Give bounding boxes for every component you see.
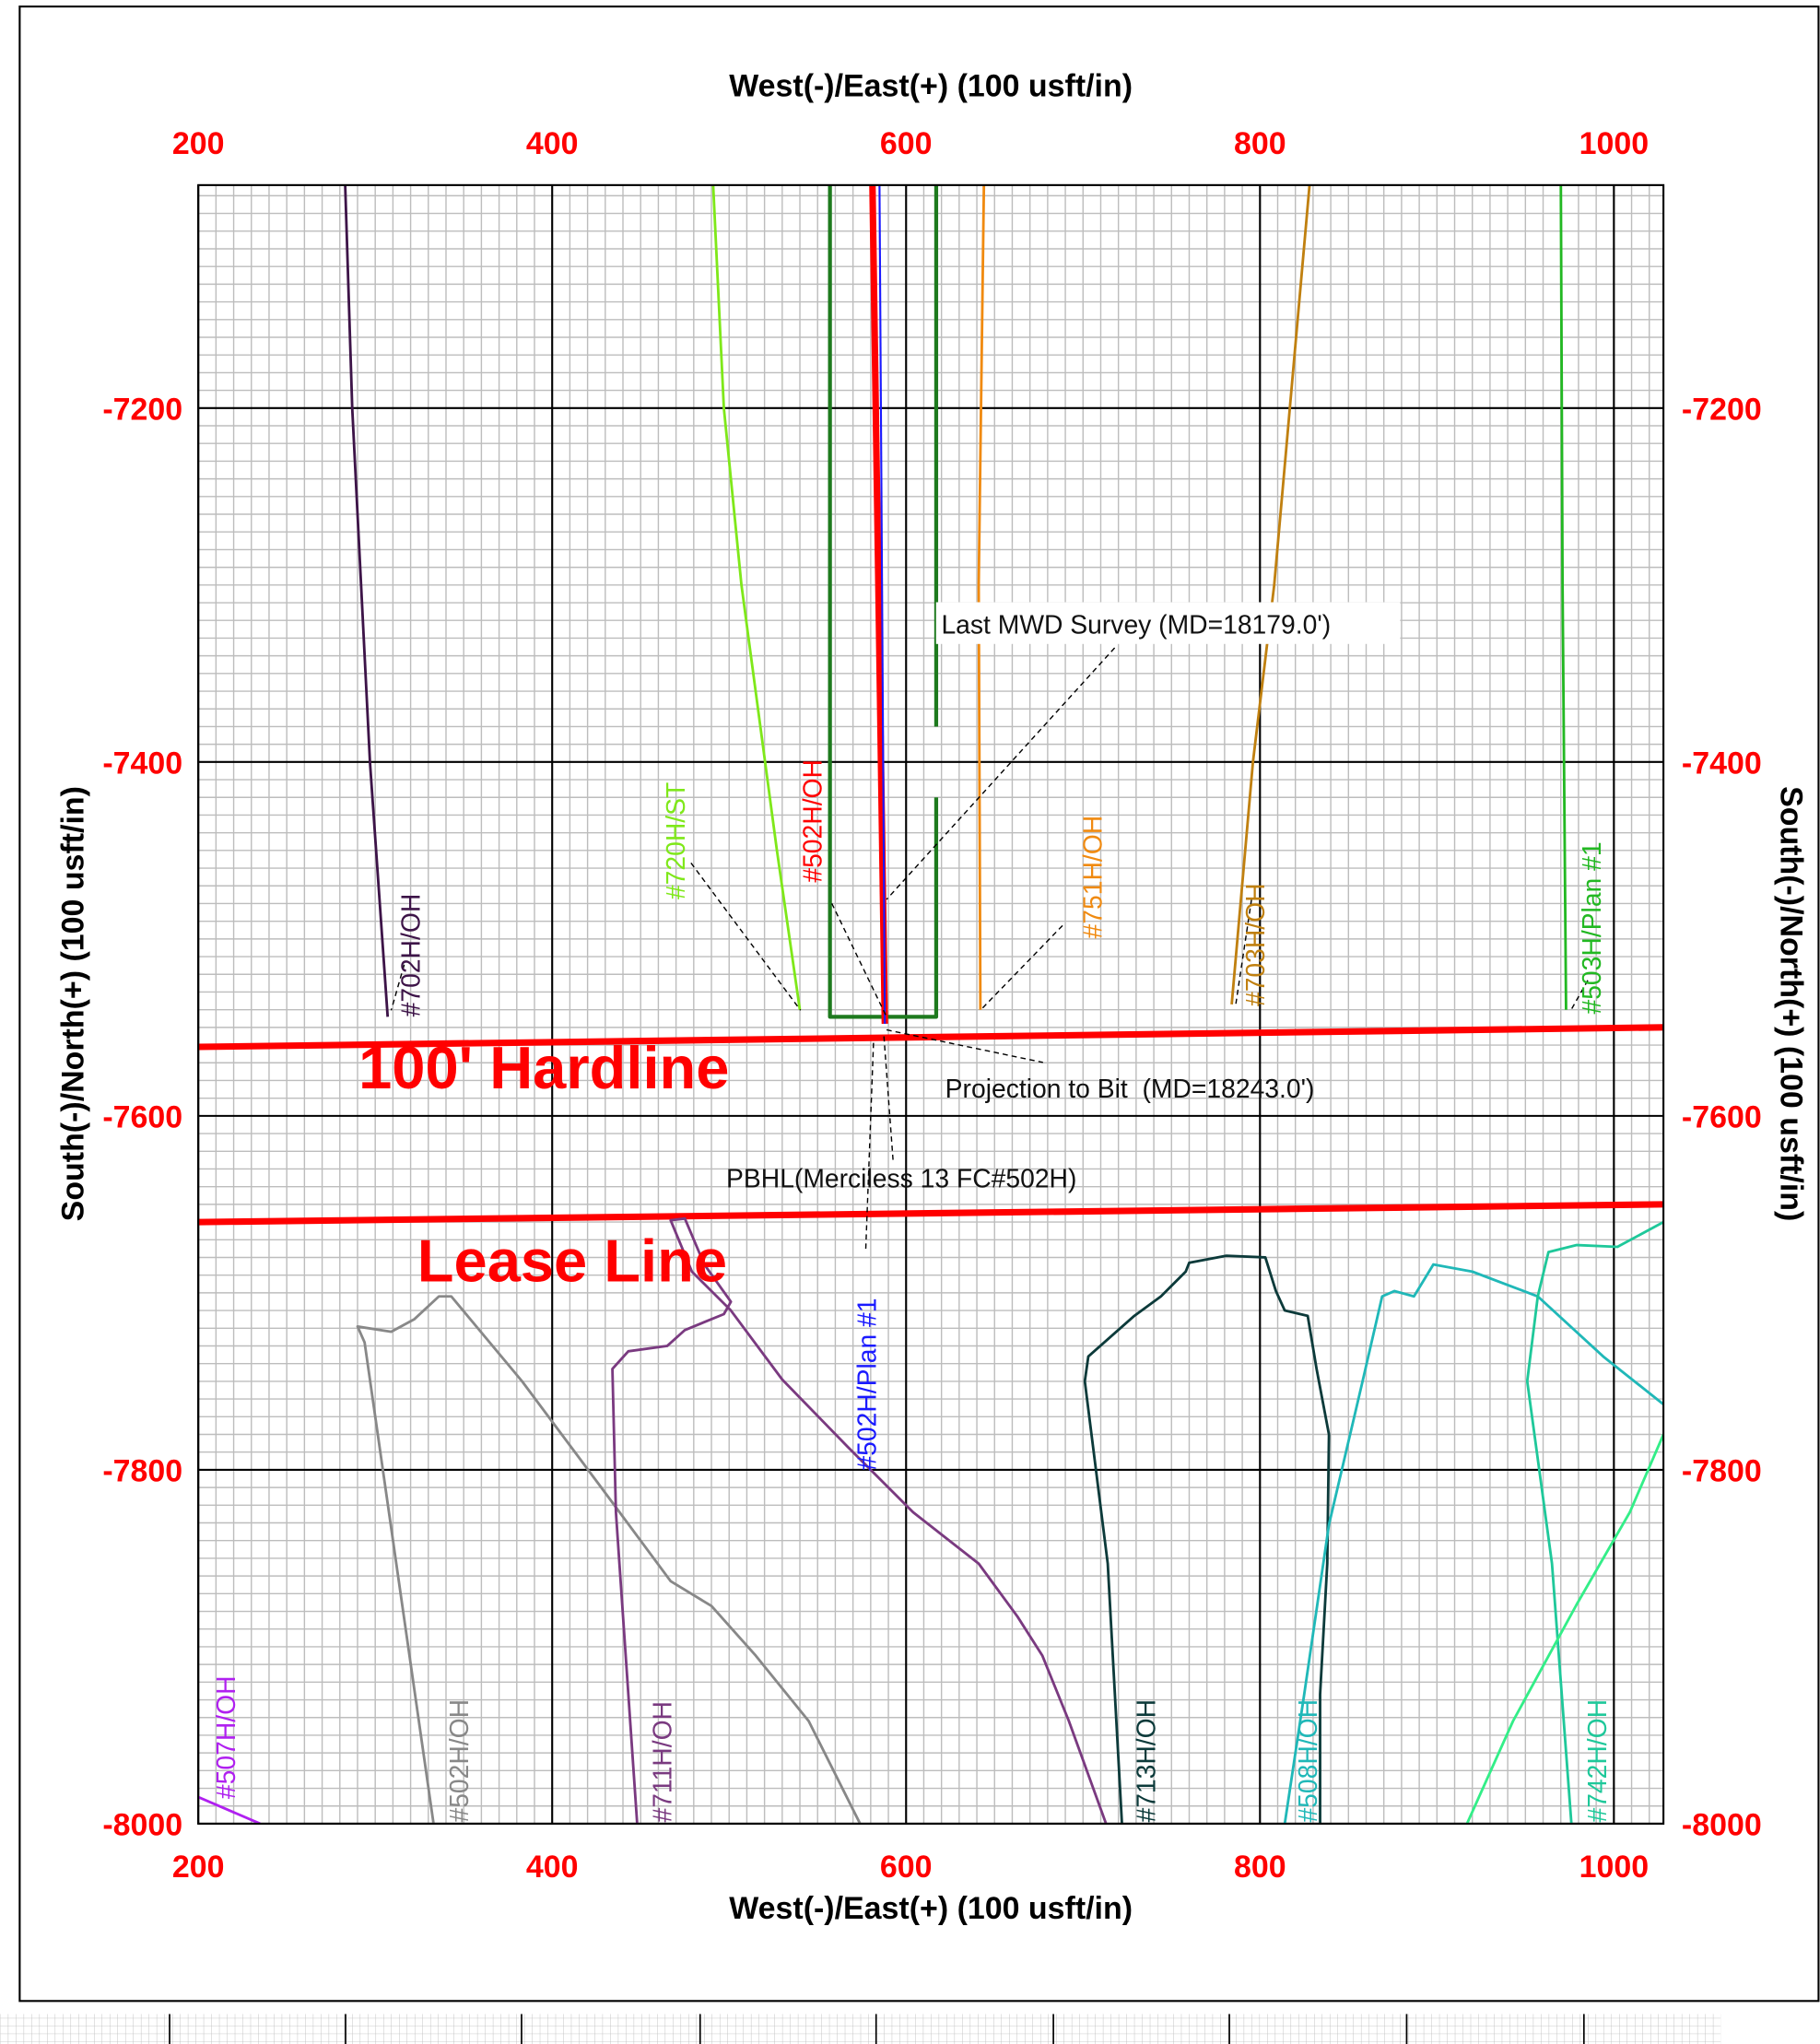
y-tick-label: -7600 (102, 1100, 182, 1135)
ruler-strip (0, 2014, 1721, 2044)
x-tick-label: 200 (172, 1850, 225, 1885)
y-tick-label: -8000 (1682, 1808, 1762, 1843)
annotation: PBHL(Merciless 13 FC#502H) (726, 1164, 1076, 1193)
well-path (1230, 184, 1311, 1005)
well-label: #703H/OH (1240, 883, 1270, 1006)
annotation: Projection to Bit (MD=18243.0') (945, 1074, 1315, 1103)
well-path (1525, 1220, 1664, 1824)
x-axis-title: West(-)/East(+) (100 usft/in) (729, 1891, 1133, 1926)
annotation: Last MWD Survey (MD=18179.0') (941, 609, 1331, 639)
well-path (198, 1201, 1664, 1226)
well-path (198, 1024, 1664, 1051)
y-axis-title-right: South(-)/North(+) (100 usft/in) (1773, 786, 1808, 1221)
well-path (198, 1795, 261, 1824)
y-tick-label: -7800 (1682, 1454, 1762, 1489)
well-path (356, 1295, 862, 1824)
y-tick-label: -7400 (1682, 746, 1762, 781)
y-axis-title: South(-)/North(+) (100 usft/in) (56, 786, 91, 1221)
wells (198, 184, 1664, 1824)
well-path (344, 184, 390, 1017)
y-tick-label: -7800 (102, 1454, 182, 1489)
x-tick-label: 600 (880, 1850, 933, 1885)
y-tick-label: -7200 (1682, 393, 1762, 428)
x-tick-label: 600 (880, 126, 933, 161)
well-path (878, 184, 887, 1024)
well-path (977, 184, 986, 1010)
plot-border (197, 183, 1665, 1826)
well-label: #507H/OH (211, 1675, 241, 1799)
well-label: #508H/OH (1293, 1699, 1322, 1823)
well-label: #742H/OH (1582, 1699, 1612, 1823)
frame (18, 6, 1820, 2003)
well-label: #502H/OH (797, 759, 827, 883)
x-axis-title-top: West(-)/East(+) (100 usft/in) (729, 69, 1133, 104)
well-label: #503H/Plan #1 (1577, 841, 1606, 1014)
well-label: #702H/OH (396, 894, 426, 1017)
well-label: #711H/OH (648, 1701, 677, 1823)
well-label: #751H/OH (1077, 816, 1107, 939)
well-path (1559, 184, 1568, 1010)
ruler-marks (169, 2014, 1585, 2044)
annotation-bg (935, 602, 1401, 644)
y-tick-label: -7200 (102, 393, 182, 428)
well-path (1465, 1433, 1664, 1824)
leader-lines (390, 647, 1589, 1251)
well-label: #720H/ST (661, 782, 690, 899)
x-tick-label: 800 (1234, 126, 1286, 161)
line-label: Lease Line (417, 1227, 727, 1294)
well-label: #502H/Plan #1 (852, 1298, 882, 1470)
y-tick-label: -7400 (102, 746, 182, 781)
well-path (1083, 1254, 1331, 1824)
x-tick-label: 400 (526, 126, 579, 161)
y-tick-label: -8000 (102, 1808, 182, 1843)
x-tick-label: 200 (172, 126, 225, 161)
x-tick-label: 400 (526, 1850, 579, 1885)
well-path (611, 1216, 1108, 1824)
x-tick-label: 1000 (1579, 126, 1650, 161)
well-path (1283, 1263, 1664, 1824)
well-label: #502H/OH (444, 1699, 474, 1823)
y-tick-label: -7600 (1682, 1100, 1762, 1135)
well-label: #713H/OH (1131, 1699, 1160, 1823)
well-path (869, 184, 888, 1025)
line-label: 100' Hardline (358, 1034, 729, 1101)
well-path (711, 184, 802, 1010)
x-tick-label: 800 (1234, 1850, 1286, 1885)
x-tick-label: 1000 (1579, 1850, 1650, 1885)
